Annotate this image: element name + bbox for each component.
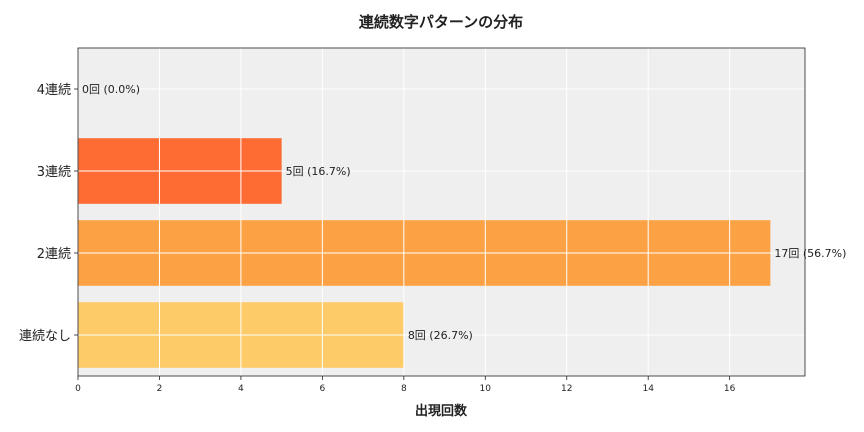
- data-labels: 8回 (26.7%) 17回 (56.7%) 5回 (16.7%) 0回 (0.0%): [82, 83, 846, 342]
- y-tick-label: 4連続: [37, 83, 71, 98]
- x-axis-label: 出現回数: [415, 403, 468, 419]
- y-axis-ticks: 連続なし 2連続 3連続 4連続: [19, 83, 78, 344]
- x-tick-label: 4: [238, 384, 244, 394]
- bar-value-label: 8回 (26.7%): [408, 329, 473, 342]
- x-tick-label: 14: [642, 384, 654, 394]
- x-axis-ticks: 0 2 4 6 8 10 12 14 16: [75, 376, 736, 394]
- x-tick-label: 6: [320, 384, 326, 394]
- bar-value-label: 0回 (0.0%): [82, 83, 140, 96]
- y-tick-label: 連続なし: [19, 329, 71, 344]
- x-tick-label: 16: [724, 384, 736, 394]
- chart-title: 連続数字パターンの分布: [359, 13, 523, 31]
- bar-value-label: 5回 (16.7%): [286, 165, 351, 178]
- x-tick-label: 0: [75, 384, 81, 394]
- plot-frame: [77, 47, 806, 377]
- y-tick-label: 2連続: [37, 247, 71, 262]
- x-tick-label: 10: [480, 384, 492, 394]
- bar-value-label: 17回 (56.7%): [774, 247, 846, 260]
- y-tick-label: 3連続: [37, 165, 71, 180]
- x-tick-label: 8: [401, 384, 407, 394]
- x-tick-label: 12: [561, 384, 572, 394]
- x-tick-label: 2: [157, 384, 163, 394]
